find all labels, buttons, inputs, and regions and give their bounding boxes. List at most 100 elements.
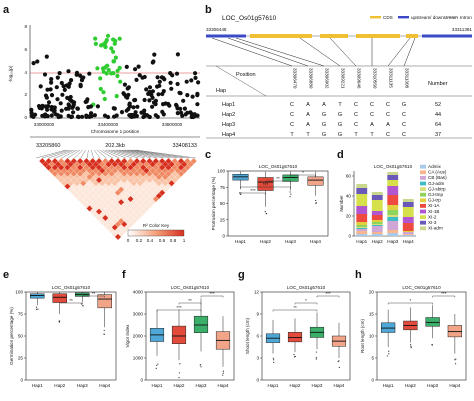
snp-position: 33311308 <box>405 68 410 89</box>
manhattan-point <box>55 97 60 102</box>
manhattan-point <box>190 94 195 99</box>
manhattan-point <box>66 69 71 74</box>
manhattan-point <box>184 79 189 84</box>
snp-connector <box>329 37 357 67</box>
legend-swatch <box>420 192 426 197</box>
stacked-bar-segment <box>387 230 399 233</box>
manhattan-point <box>115 73 120 79</box>
outlier-point <box>238 192 241 194</box>
manhattan-point <box>147 98 152 103</box>
stacked-bar-segment <box>356 184 368 188</box>
outlier-point <box>157 363 159 365</box>
chart-title: LOC_Os01g57610 <box>374 164 413 169</box>
manhattan-point <box>45 107 50 112</box>
manhattan-point <box>68 94 73 100</box>
allele-cell: A <box>322 102 326 108</box>
manhattan-point <box>189 78 194 83</box>
snp-position: 33311135 <box>389 68 394 88</box>
allele-cell: A <box>386 122 390 128</box>
significance-label: ** <box>293 305 297 310</box>
manhattan-point <box>150 95 155 100</box>
cds-exon <box>356 34 400 38</box>
ld-connector <box>133 149 190 159</box>
outlier-point <box>338 360 340 362</box>
x-tick-label: Hap1 <box>32 383 43 388</box>
table-header-diagonal <box>215 65 267 97</box>
legend-swatch <box>420 164 426 169</box>
y-tick-label: 0 <box>256 378 259 383</box>
manhattan-point <box>101 90 106 95</box>
chart-title: LOC_Os01g57610 <box>402 285 441 290</box>
outlier-point <box>82 304 84 307</box>
stacked-bar-segment <box>402 234 414 235</box>
x-tick-label: Hap4 <box>310 239 321 244</box>
allele-cell: A <box>306 122 310 128</box>
stacked-bar-segment <box>371 211 383 215</box>
region-size: 202.3kb <box>105 143 125 149</box>
y-tick-label: 75 <box>220 185 226 190</box>
outlier-point <box>289 191 291 193</box>
x-tick-label: Hap4 <box>334 383 345 388</box>
manhattan-point <box>40 113 45 118</box>
haplotype-name: Hap4 <box>222 132 235 138</box>
outlier-point <box>454 363 457 365</box>
chart-title: LOC_Os01g57610 <box>287 285 326 290</box>
manhattan-point <box>113 55 118 60</box>
ld-connector <box>91 149 94 159</box>
outlier-point <box>103 329 105 332</box>
legend-label: XI-1B <box>428 209 440 214</box>
color-key: R² Color Key 0 0.2 0.4 0.6 0.8 1 <box>127 223 186 243</box>
manhattan-point <box>170 73 175 78</box>
ld-connector <box>127 149 177 159</box>
snp-connector <box>211 37 293 67</box>
allele-cell: A <box>306 112 310 118</box>
a-ytick: 0 <box>24 115 27 120</box>
manhattan-point <box>64 83 69 88</box>
y-tick-label: 0 <box>20 378 23 383</box>
outlier-point <box>290 193 292 195</box>
manhattan-point <box>137 73 142 78</box>
haplotype-table: Position Hap Number 33306470 33306880 3330… <box>206 65 472 139</box>
x-tick-label: Hap2 <box>174 383 185 388</box>
manhattan-point <box>157 83 162 88</box>
manhattan-point <box>81 75 86 80</box>
ld-cell <box>190 157 197 165</box>
ld-connector <box>42 149 69 159</box>
outlier-point <box>272 357 274 359</box>
allele-cell: C <box>290 102 294 108</box>
allele-cell: T <box>370 132 374 138</box>
chart-title: LOC_Os01g57610 <box>171 285 210 290</box>
x-tick-label: Hap3 <box>427 383 438 388</box>
manhattan-point <box>45 87 50 92</box>
manhattan-point <box>46 100 52 105</box>
y-tick-label: 0 <box>371 378 374 383</box>
manhattan-point <box>101 69 106 74</box>
legend-swatch <box>420 181 426 186</box>
y-tick-label: 2000 <box>133 334 144 339</box>
allele-cell: C <box>354 122 358 128</box>
manhattan-point <box>131 113 136 118</box>
haplotype-row: Hap3 C A G G C A A C 64 <box>222 122 441 128</box>
legend-label: CA (Aus) <box>428 170 447 175</box>
manhattan-point <box>49 77 54 82</box>
a-xtick: 33400000 <box>98 122 119 127</box>
allele-cell: C <box>402 132 406 138</box>
manhattan-point <box>175 111 180 116</box>
significance-label: *** <box>209 291 215 296</box>
snp-position: 33310550 <box>373 68 378 89</box>
ld-connector <box>96 149 107 159</box>
ld-connector <box>48 149 72 159</box>
y-axis-label: Germination percentage (%) <box>9 307 14 365</box>
outlier-point <box>289 196 291 198</box>
manhattan-point <box>150 60 155 65</box>
snp-position: 33306880 <box>309 68 314 89</box>
manhattan-point <box>106 67 111 73</box>
y-tick-label: 50 <box>220 201 226 206</box>
stacked-bar-segment <box>387 217 399 221</box>
stacked-bar-segment <box>356 231 368 234</box>
region-left-coordinate: 33205860 <box>36 143 60 149</box>
outlier-point <box>315 202 317 204</box>
significance-label: *** <box>176 305 182 310</box>
ld-connector <box>119 149 158 159</box>
